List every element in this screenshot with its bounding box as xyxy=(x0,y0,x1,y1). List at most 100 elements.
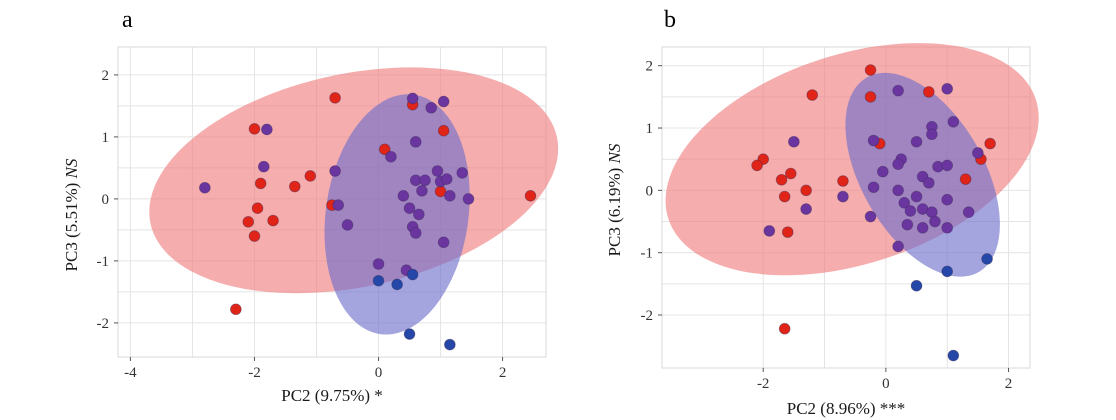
data-point-red xyxy=(304,170,317,182)
y-tick-label: 1 xyxy=(102,130,110,146)
plot-area-b xyxy=(661,46,1031,369)
x-tick-label: 2 xyxy=(499,365,507,381)
points-b xyxy=(751,64,996,362)
data-point-purple xyxy=(257,160,270,173)
x-tick-label: 0 xyxy=(882,376,890,392)
data-point-purple xyxy=(929,215,941,228)
y-ticks-b: -2 -1 0 1 2 xyxy=(641,59,662,324)
data-point-blue xyxy=(372,274,385,287)
panel-label-b: b xyxy=(664,7,676,33)
confidence-ellipse-blue xyxy=(324,94,470,335)
plot-area-a xyxy=(117,46,547,358)
data-point-purple xyxy=(409,136,422,148)
panel-a: a -4 -2 0 2 -2 -1 0 1 2 PC2 (9.75%) * PC3 (5.51… xyxy=(62,7,559,405)
ellipses-a xyxy=(149,67,559,335)
x-tick-label: -2 xyxy=(757,376,770,392)
x-tick-label: 0 xyxy=(375,365,383,381)
data-point-purple xyxy=(385,150,397,163)
data-point-purple xyxy=(456,167,469,179)
data-point-purple xyxy=(901,218,914,231)
data-point-purple xyxy=(406,92,419,105)
data-point-red xyxy=(251,202,264,215)
data-point-purple xyxy=(413,208,425,221)
data-point-purple xyxy=(444,190,456,202)
x-axis-label-b: PC2 (8.96%) *** xyxy=(787,399,906,418)
data-point-purple xyxy=(867,181,880,194)
y-tick-label: -1 xyxy=(97,254,110,270)
y-ticks-a: -2 -1 0 1 2 xyxy=(97,68,118,332)
data-point-purple xyxy=(409,227,422,239)
data-point-purple xyxy=(904,205,917,217)
data-point-blue xyxy=(403,328,416,340)
data-point-red xyxy=(800,184,812,197)
data-point-purple xyxy=(892,240,904,253)
data-point-red xyxy=(248,123,261,135)
data-point-purple xyxy=(462,193,475,205)
data-point-red xyxy=(230,303,242,316)
data-point-purple xyxy=(431,165,444,177)
data-point-red xyxy=(864,64,877,76)
data-point-purple xyxy=(261,123,273,136)
data-point-purple xyxy=(892,84,904,97)
data-point-red xyxy=(267,214,279,227)
data-point-purple xyxy=(864,210,877,223)
y-axis-label-a-text: PC3 (5.51%) xyxy=(62,178,81,271)
data-point-red xyxy=(837,175,849,187)
data-point-blue xyxy=(947,349,960,362)
data-point-purple xyxy=(926,128,938,141)
data-point-red xyxy=(775,173,788,186)
data-point-purple xyxy=(763,225,776,237)
data-point-purple xyxy=(898,197,911,209)
y-tick-label: 2 xyxy=(646,59,654,75)
data-point-purple xyxy=(788,135,800,148)
data-point-purple xyxy=(419,174,431,187)
data-point-purple xyxy=(916,221,929,234)
data-point-red xyxy=(329,92,341,104)
data-point-purple xyxy=(876,165,889,178)
data-point-purple xyxy=(922,177,935,189)
data-point-purple xyxy=(416,185,428,197)
y-tick-label: 0 xyxy=(646,183,654,199)
y-axis-label-a: PC3 (5.51%) NS xyxy=(62,158,81,271)
x-ticks-b: -2 0 2 xyxy=(757,368,1012,392)
data-point-red xyxy=(248,230,261,242)
data-point-red xyxy=(524,190,537,202)
y-tick-label: 2 xyxy=(102,68,110,84)
y-tick-label: 0 xyxy=(102,192,110,208)
data-point-purple xyxy=(972,147,984,159)
data-point-red xyxy=(437,124,450,137)
data-point-purple xyxy=(892,184,904,197)
data-point-purple xyxy=(397,190,410,202)
data-point-blue xyxy=(941,265,953,278)
x-tick-label: -4 xyxy=(124,365,137,381)
y-axis-label-b-italic: NS xyxy=(605,143,624,164)
data-point-purple xyxy=(329,165,341,177)
data-point-purple xyxy=(892,158,904,170)
data-point-red xyxy=(781,226,794,238)
data-point-purple xyxy=(440,173,453,185)
panel-label-a: a xyxy=(122,7,133,33)
data-point-purple xyxy=(425,101,438,114)
data-point-red xyxy=(959,173,972,185)
data-point-blue xyxy=(406,268,419,281)
x-ticks-a: -4 -2 0 2 xyxy=(124,357,506,381)
ellipses-b xyxy=(665,43,1039,277)
y-tick-label: -1 xyxy=(641,246,654,262)
data-point-purple xyxy=(437,236,450,249)
data-point-red xyxy=(922,86,935,98)
data-point-purple xyxy=(941,82,953,95)
data-point-purple xyxy=(941,221,953,234)
y-axis-label-a-italic: NS xyxy=(62,158,81,179)
y-tick-label: -2 xyxy=(97,316,110,332)
data-point-red xyxy=(864,91,877,103)
data-point-red xyxy=(784,167,797,180)
y-axis-label-b-text: PC3 (6.19%) xyxy=(605,163,624,256)
panel-b: b -2 0 2 -2 -1 0 1 2 PC2 (8.96%) *** PC3 (6.19… xyxy=(605,7,1039,418)
data-point-purple xyxy=(910,135,923,148)
data-point-purple xyxy=(941,159,953,172)
x-tick-label: 2 xyxy=(1005,376,1013,392)
data-point-blue xyxy=(391,278,403,291)
points-a xyxy=(199,92,537,351)
data-point-purple xyxy=(332,199,345,211)
